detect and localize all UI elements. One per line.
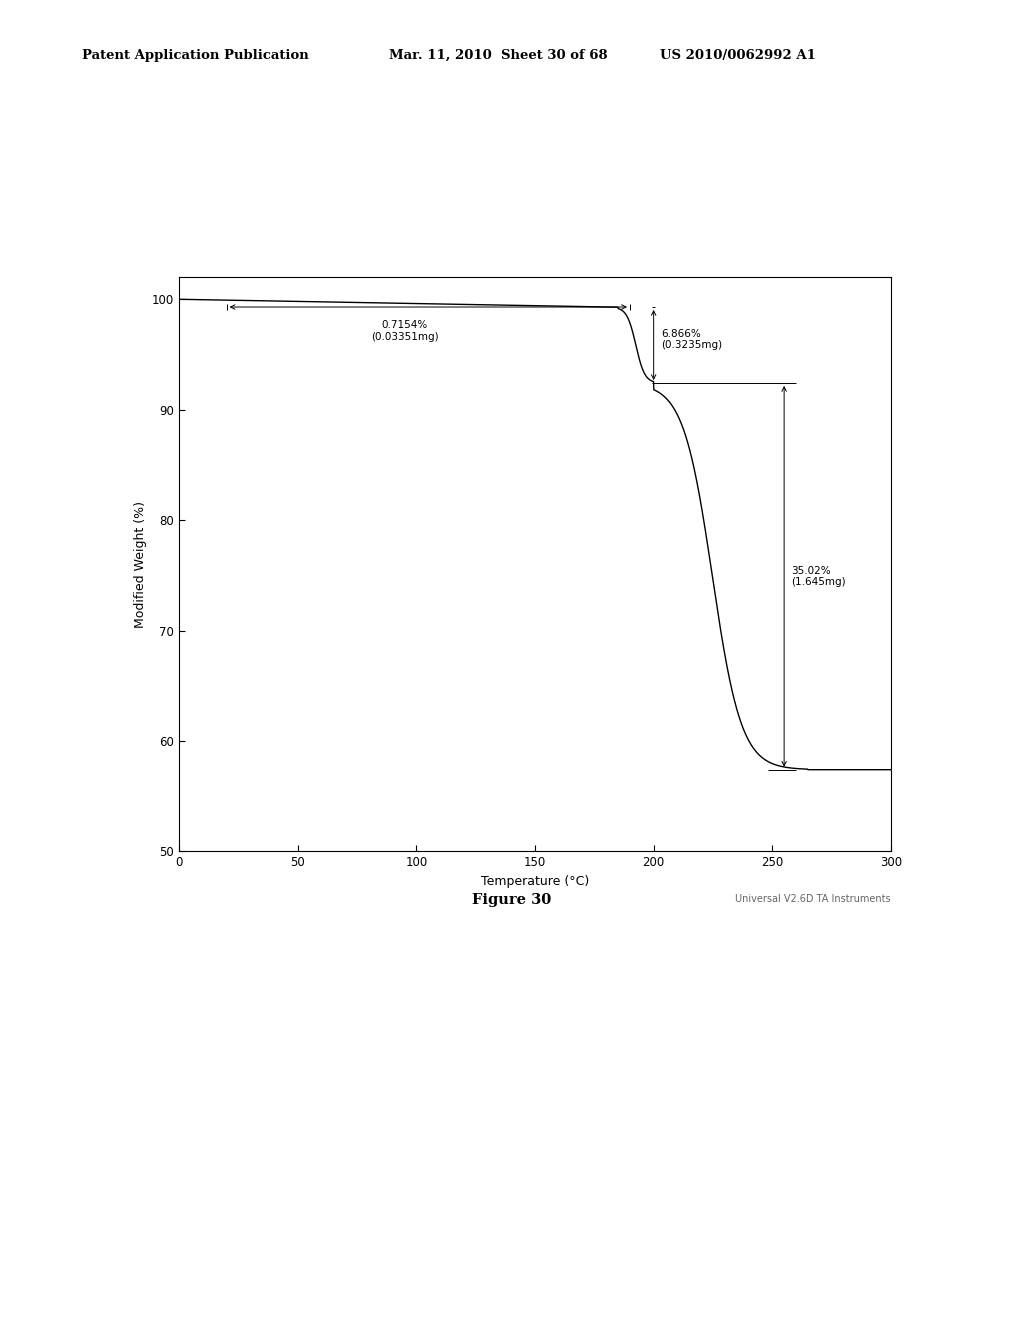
Text: Patent Application Publication: Patent Application Publication — [82, 49, 308, 62]
Text: 0.7154%
(0.03351mg): 0.7154% (0.03351mg) — [371, 321, 438, 342]
Text: Mar. 11, 2010  Sheet 30 of 68: Mar. 11, 2010 Sheet 30 of 68 — [389, 49, 608, 62]
Text: Universal V2.6D TA Instruments: Universal V2.6D TA Instruments — [735, 895, 891, 904]
Text: 35.02%
(1.645mg): 35.02% (1.645mg) — [792, 565, 846, 587]
Text: US 2010/0062992 A1: US 2010/0062992 A1 — [660, 49, 816, 62]
X-axis label: Temperature (°C): Temperature (°C) — [481, 875, 589, 888]
Y-axis label: Modified Weight (%): Modified Weight (%) — [133, 500, 146, 628]
Text: Figure 30: Figure 30 — [472, 894, 552, 907]
Text: 6.866%
(0.3235mg): 6.866% (0.3235mg) — [660, 329, 722, 350]
